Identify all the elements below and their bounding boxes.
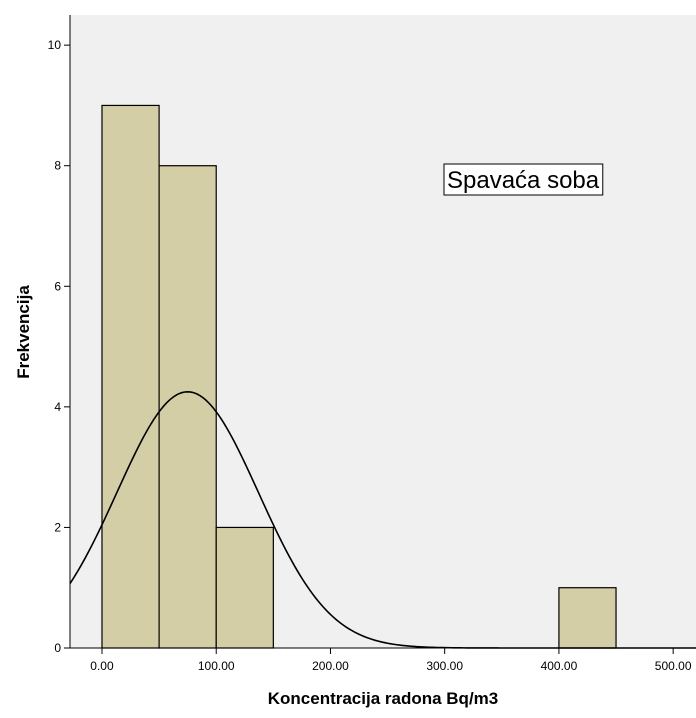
x-axis-ticks: 0.00 100.00 200.00 300.00 400.00 500.00 bbox=[90, 648, 692, 673]
x-tick-label: 200.00 bbox=[312, 659, 349, 673]
x-tick-label: 100.00 bbox=[198, 659, 235, 673]
y-tick-label: 4 bbox=[54, 400, 61, 414]
histogram-bar bbox=[158, 165, 217, 649]
x-tick-label: 500.00 bbox=[655, 659, 692, 673]
histogram-bar bbox=[558, 587, 617, 649]
annotation-label: Spavaća soba bbox=[447, 167, 600, 194]
histogram-bar bbox=[215, 526, 274, 649]
y-tick-label: 8 bbox=[54, 159, 61, 173]
y-axis-title: Frekvencija bbox=[14, 285, 33, 379]
x-axis-title: Koncentracija radona Bq/m3 bbox=[268, 689, 499, 708]
histogram-bar bbox=[101, 104, 160, 649]
bars-layer bbox=[101, 104, 617, 649]
x-tick-label: 300.00 bbox=[426, 659, 463, 673]
y-tick-label: 0 bbox=[54, 641, 61, 655]
x-tick-label: 400.00 bbox=[541, 659, 578, 673]
y-tick-label: 2 bbox=[54, 520, 61, 534]
y-tick-label: 10 bbox=[48, 38, 62, 52]
annotation-box: Spavaća soba bbox=[443, 163, 604, 196]
x-tick-label: 0.00 bbox=[90, 659, 114, 673]
y-tick-label: 6 bbox=[54, 279, 61, 293]
annotation-border bbox=[443, 163, 604, 196]
y-axis-ticks: 0 2 4 6 8 10 bbox=[48, 38, 70, 655]
